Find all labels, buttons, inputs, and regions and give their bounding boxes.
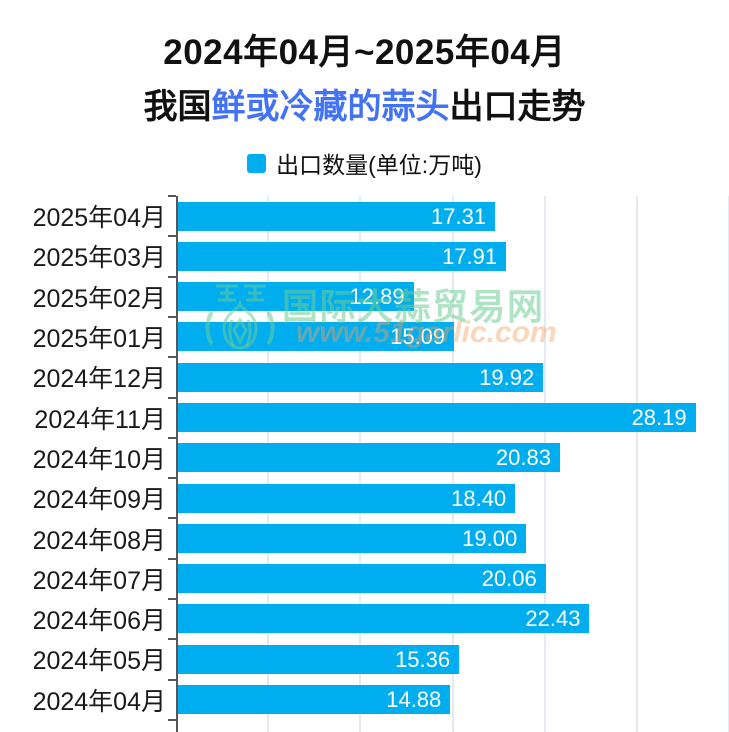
category-label: 2024年11月: [34, 405, 166, 434]
bar-value-label: 12.89: [349, 284, 405, 310]
row-plot: 20.06: [176, 559, 729, 599]
y-axis-ticks: [168, 195, 176, 732]
gridline-25: [635, 196, 638, 732]
bar-value-label: 15.09: [390, 324, 446, 350]
bar-value-label: 20.83: [495, 445, 551, 471]
row-plot: 19.92: [176, 357, 729, 397]
table-row: 2024年05月 15.36: [0, 639, 729, 679]
bar[interactable]: 20.06: [176, 564, 546, 594]
row-plot: 18.40: [176, 478, 729, 518]
table-row: 2025年01月 15.09: [0, 317, 729, 357]
bar[interactable]: 15.36: [176, 644, 460, 674]
legend-swatch-icon: [247, 153, 267, 173]
table-row: 2024年11月 28.19: [0, 397, 729, 437]
category-label: 2025年03月: [32, 244, 166, 273]
bar[interactable]: 22.43: [176, 604, 590, 634]
row-plot: 20.83: [176, 438, 729, 478]
bar-value-label: 14.88: [386, 687, 442, 713]
bar[interactable]: 18.40: [176, 483, 516, 513]
chart-title-line2: 我国鲜或冷藏的蒜头出口走势: [0, 79, 729, 128]
bar-rows: 2025年04月 17.31 2025年03月 17.91 2025年02月 1…: [0, 196, 729, 720]
bar-value-label: 20.06: [481, 566, 537, 592]
row-plot: 22.43: [176, 599, 729, 639]
title-suffix: 出口走势: [449, 88, 586, 126]
bar[interactable]: 19.92: [176, 362, 544, 392]
axis-tick: [168, 557, 176, 560]
table-row: 2024年04月 14.88: [0, 680, 729, 720]
axis-tick: [168, 195, 176, 197]
category-label: 2024年10月: [32, 445, 166, 474]
category-label: 2024年05月: [32, 647, 166, 676]
bar-value-label: 22.43: [525, 606, 581, 632]
table-row: 2024年12月 19.92: [0, 357, 729, 397]
category-label: 2024年04月: [32, 687, 166, 716]
axis-tick: [168, 235, 176, 238]
row-plot: 28.19: [176, 397, 729, 437]
bar-value-label: 17.91: [442, 243, 498, 269]
axis-tick: [168, 436, 176, 439]
row-plot: 12.89: [176, 277, 729, 317]
bar-value-label: 28.19: [631, 404, 687, 430]
category-label: 2024年12月: [32, 365, 166, 394]
axis-tick: [168, 719, 176, 722]
axis-tick: [168, 315, 176, 318]
row-plot: 15.09: [176, 317, 729, 357]
table-row: 2025年04月 17.31: [0, 196, 729, 236]
table-row: 2024年10月 20.83: [0, 438, 729, 478]
title-highlight: 鲜或冷藏的蒜头: [211, 88, 450, 126]
row-plot: 19.00: [176, 518, 729, 558]
category-label: 2024年08月: [32, 526, 166, 555]
axis-tick: [168, 678, 176, 681]
y-axis-line: [176, 196, 178, 732]
title-prefix: 我国: [143, 88, 212, 126]
category-label: 2024年06月: [32, 607, 166, 636]
axis-tick: [168, 598, 176, 601]
axis-tick: [168, 638, 176, 641]
axis-tick: [168, 356, 176, 359]
table-row: 2025年03月 17.91: [0, 236, 729, 276]
bar-value-label: 19.92: [479, 364, 535, 390]
row-plot: 17.91: [176, 236, 729, 276]
axis-tick: [168, 275, 176, 278]
bar[interactable]: 28.19: [176, 402, 696, 432]
table-row: 2025年02月 12.89: [0, 277, 729, 317]
category-label: 2025年01月: [32, 325, 166, 354]
bar-value-label: 15.36: [395, 646, 451, 672]
axis-tick: [168, 477, 176, 480]
legend-label: 出口数量(单位:万吨): [276, 152, 482, 178]
bar[interactable]: 12.89: [176, 282, 414, 312]
bar[interactable]: 19.00: [176, 523, 527, 553]
category-label: 2024年09月: [32, 486, 166, 515]
category-label: 2024年07月: [32, 566, 166, 595]
bar-value-label: 17.31: [431, 203, 487, 229]
table-row: 2024年08月 19.00: [0, 518, 729, 558]
row-plot: 17.31: [176, 196, 729, 236]
axis-tick: [168, 517, 176, 520]
table-row: 2024年09月 18.40: [0, 478, 729, 518]
legend[interactable]: 出口数量(单位:万吨): [0, 146, 729, 180]
row-plot: 15.36: [176, 639, 729, 679]
bar[interactable]: 14.88: [176, 685, 451, 715]
bar[interactable]: 17.31: [176, 201, 496, 231]
bar[interactable]: 20.83: [176, 443, 560, 473]
bar-value-label: 18.40: [451, 485, 507, 511]
row-plot: 14.88: [176, 680, 729, 720]
category-label: 2025年04月: [32, 204, 166, 233]
axis-tick: [168, 396, 176, 399]
bar[interactable]: 17.91: [176, 241, 507, 271]
table-row: 2024年06月 22.43: [0, 599, 729, 639]
table-row: 2024年07月 20.06: [0, 559, 729, 599]
category-label: 2025年02月: [32, 284, 166, 313]
chart-title-line1: 2024年04月~2025年04月: [163, 33, 566, 72]
bar[interactable]: 15.09: [176, 322, 455, 352]
bar-value-label: 19.00: [462, 525, 518, 551]
